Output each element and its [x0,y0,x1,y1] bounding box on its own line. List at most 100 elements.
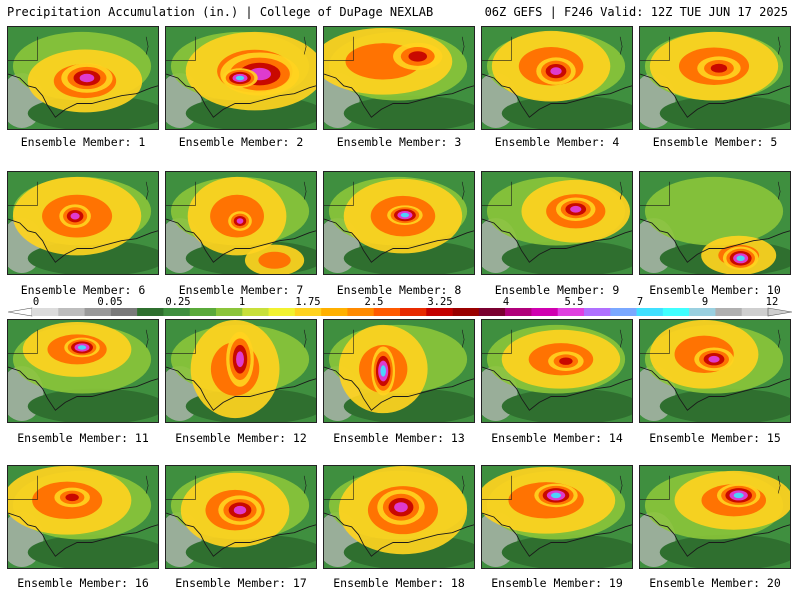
state-line [640,36,670,61]
colorbar-tick-label: 0.25 [165,296,190,308]
ensemble-member-map [323,26,475,130]
colorbar-tick-label: 5.5 [565,296,584,308]
colorbar-segment [452,308,480,316]
state-line [303,36,307,55]
colorbar-segment [636,308,664,316]
state-line [482,329,512,354]
gulf-area [659,95,790,129]
state-line [619,36,623,55]
precip-contour [570,205,582,213]
state-line [145,36,149,55]
colorbar-tick-label: 9 [702,296,708,308]
colorbar-segment [662,308,690,316]
state-line [640,329,670,354]
colorbar-segment [58,308,85,316]
ensemble-member-map [639,319,791,423]
member-label: Ensemble Member: 19 [491,576,623,590]
colorbar-segment [557,308,585,316]
state-line [8,36,38,61]
colorbar-tick-label: 3.25 [427,296,452,308]
state-line [166,36,196,61]
border-line [640,73,790,118]
state-line [166,329,196,354]
precip-contour [400,212,410,218]
colorbar-tick-label: 2.5 [365,296,384,308]
state-line [145,329,149,348]
state-line [461,329,465,348]
colorbar-arrow-left [8,307,33,317]
border-line [8,218,158,263]
colorbar-segment [478,308,506,316]
colorbar-segment [32,308,59,316]
state-line [640,181,670,206]
ensemble-member-map [639,26,791,130]
colorbar-segment [584,308,611,316]
colorbar-segment [321,308,348,316]
gulf-area [659,388,790,422]
member-label: Ensemble Member: 10 [649,283,781,297]
ensemble-member-map [481,319,633,423]
colorbar-segment [294,308,322,316]
colorbar-tick-label: 4 [503,296,509,308]
border-line [8,73,158,118]
border-line [482,366,632,411]
state-line [166,475,196,500]
state-line [482,36,512,61]
border-line [324,366,474,411]
gulf-area [501,388,632,422]
border-line [640,366,790,411]
precip-contour [236,218,244,224]
light-precip-area [644,176,784,246]
colorbar-segment [505,308,532,316]
state-line [461,181,465,200]
border-line [166,366,316,411]
member-label: Ensemble Member: 18 [333,576,465,590]
precip-contour [550,67,562,76]
colorbar-segment [268,308,296,316]
member-label: Ensemble Member: 9 [494,283,620,297]
gulf-area [501,534,632,568]
member-label: Ensemble Member: 2 [178,135,304,149]
state-line [640,475,670,500]
border-line [324,512,474,557]
state-line [8,475,38,500]
precip-contour [708,355,720,363]
ensemble-member-map [481,465,633,569]
precip-contour [550,492,562,499]
colorbar-segment [426,308,453,316]
colorbar-tick-label: 1 [239,296,245,308]
gulf-area [501,95,632,129]
border-line [166,512,316,557]
member-label: Ensemble Member: 7 [178,283,304,297]
state-line [8,181,38,206]
border-line [166,218,316,263]
colorbar-segment [163,308,191,316]
ensemble-member-map [165,465,317,569]
member-label: Ensemble Member: 15 [649,431,781,445]
border-line [482,218,632,263]
colorbar-segment [189,308,217,316]
colorbar-tick-label: 0 [33,296,39,308]
gulf-area [343,95,474,129]
ensemble-member-map [323,171,475,275]
colorbar-segment [110,308,138,316]
gulf-area [27,534,158,568]
colorbar-tick-label: 7 [637,296,643,308]
precip-contour [233,505,247,515]
border-line [640,218,790,263]
state-line [777,475,781,494]
ensemble-member-map [323,465,475,569]
ensemble-member-map [165,319,317,423]
member-label: Ensemble Member: 20 [649,576,781,590]
state-line [777,36,781,55]
ensemble-member-map [165,171,317,275]
ensemble-member-map [639,171,791,275]
colorbar-tick-label: 0.05 [97,296,122,308]
state-line [145,181,149,200]
ensemble-member-map [481,26,633,130]
member-label: Ensemble Member: 17 [175,576,307,590]
precip-contour [77,345,87,350]
border-line [324,218,474,263]
colorbar-segment [216,308,243,316]
state-line [619,329,623,348]
